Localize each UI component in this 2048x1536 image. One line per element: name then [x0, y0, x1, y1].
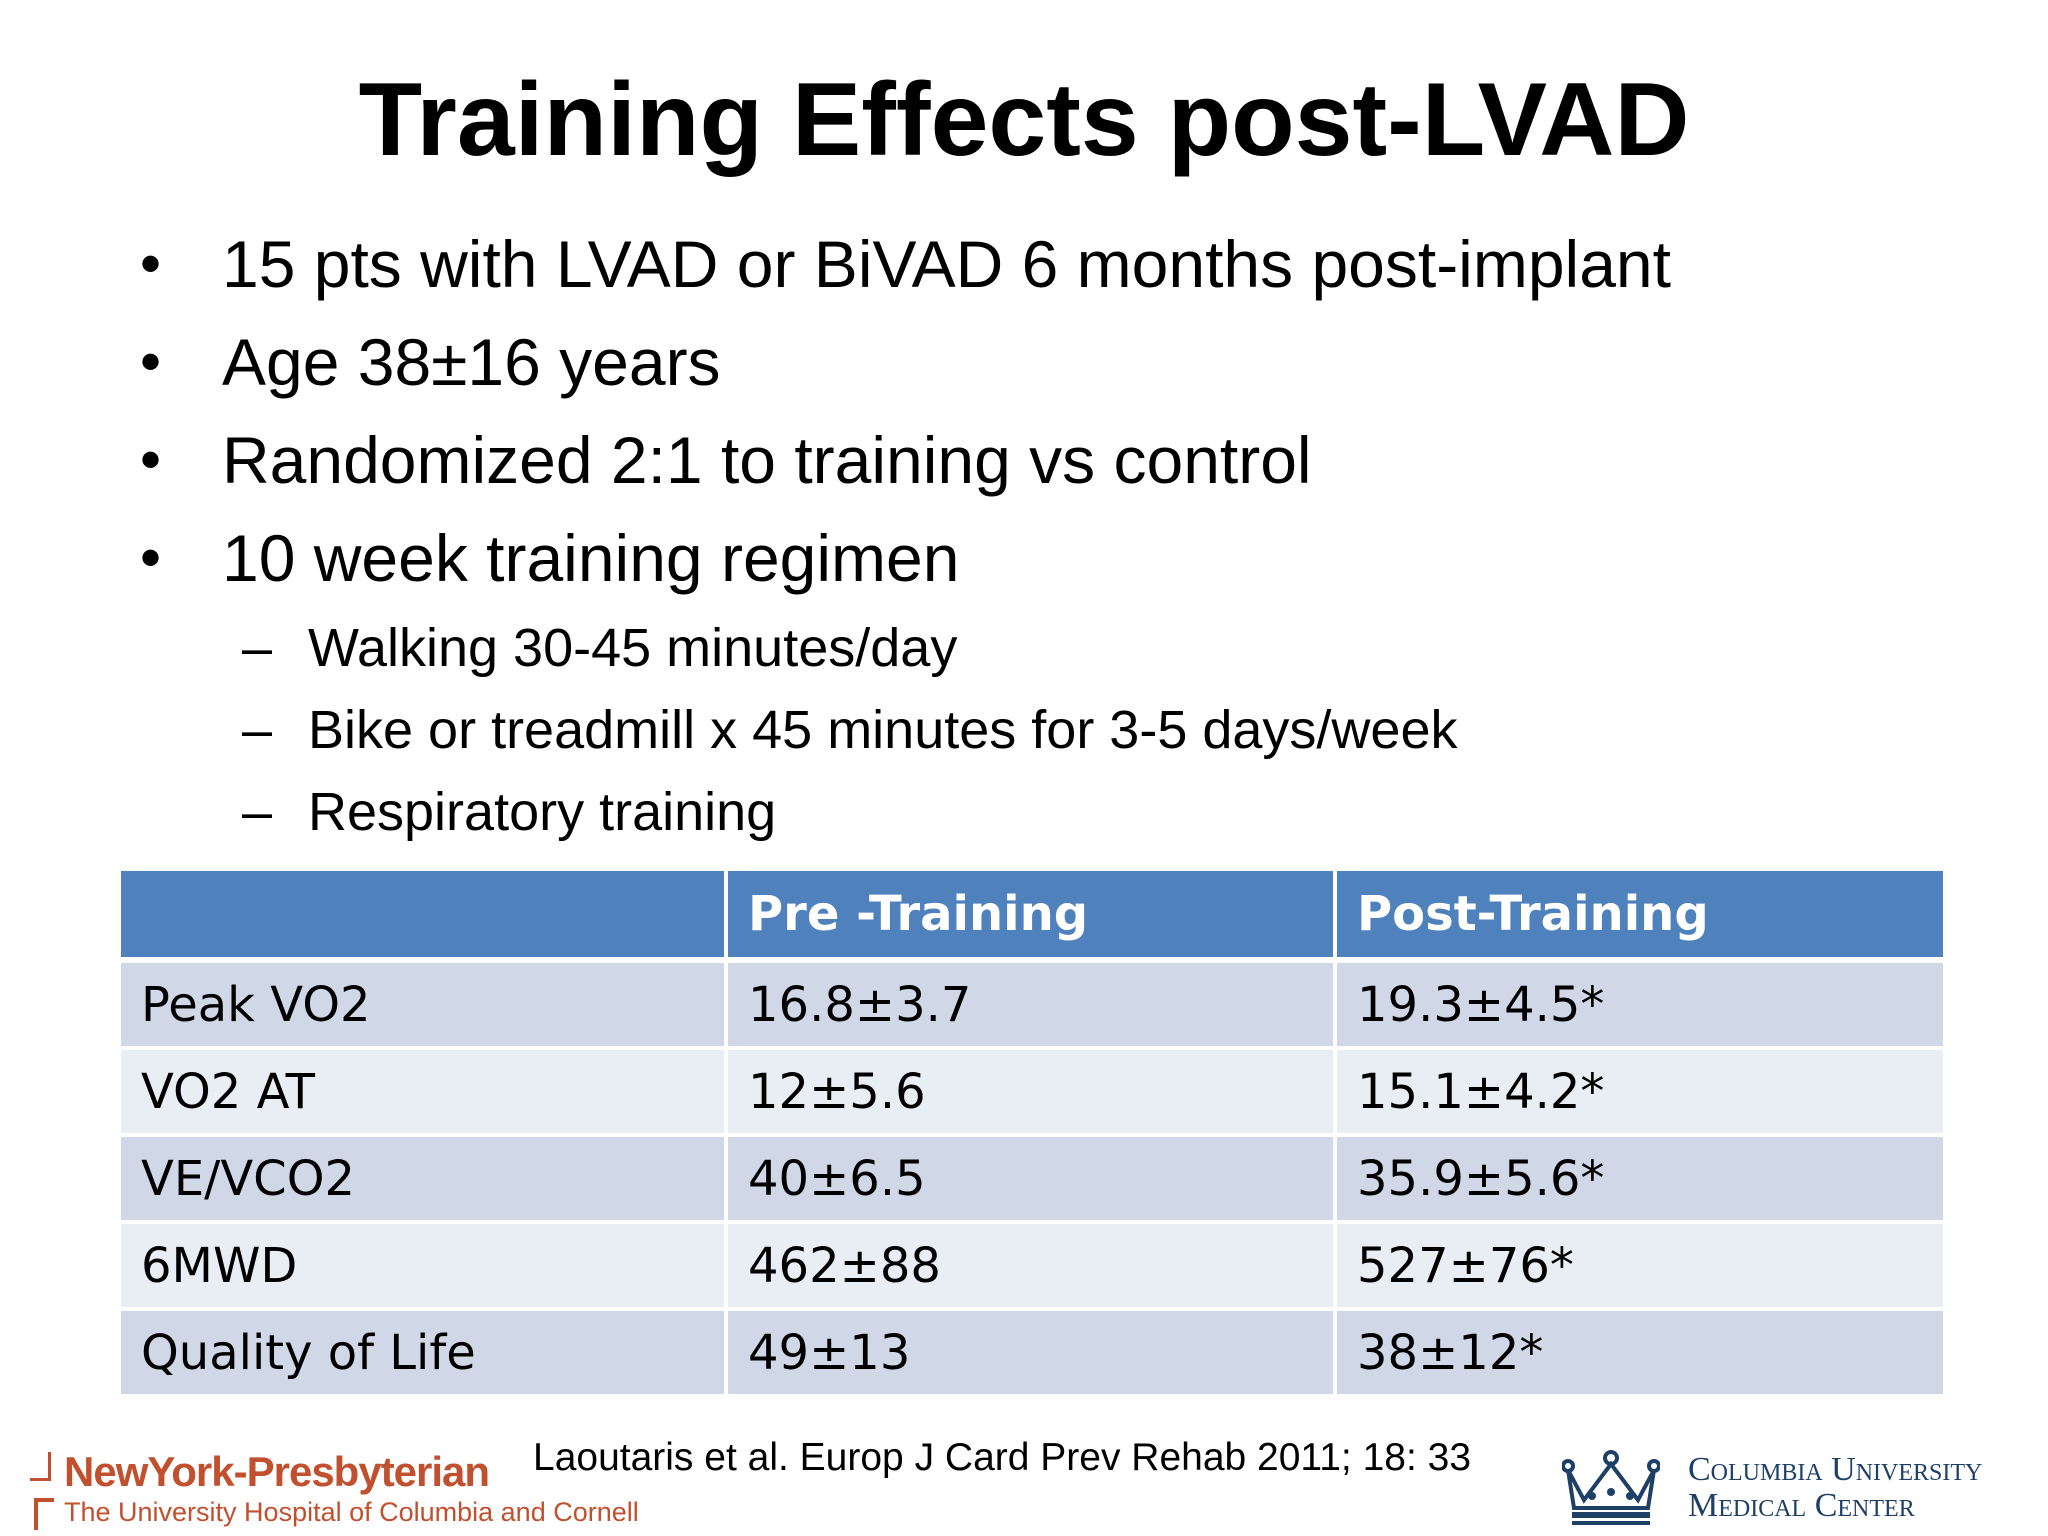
- table-row: Peak VO2 16.8±3.7 19.3±4.5*: [121, 960, 1943, 1048]
- cumc-line1: Columbia University: [1688, 1452, 1982, 1488]
- bullet-item: • 10 week training regimen: [140, 509, 1990, 607]
- bullet-text: Randomized 2:1 to training vs control: [222, 423, 1312, 497]
- cumc-logo: Columbia University Medical Center: [1562, 1448, 2042, 1528]
- bullet-text: 10 week training regimen: [222, 521, 959, 595]
- post-value: 19.3±4.5*: [1335, 960, 1943, 1048]
- slide-title: Training Effects post-LVAD: [0, 55, 2048, 185]
- sub-bullet-item: – Walking 30-45 minutes/day: [140, 607, 1990, 689]
- bullet-item: • 15 pts with LVAD or BiVAD 6 months pos…: [140, 215, 1990, 313]
- header-cell-measure: [121, 871, 726, 960]
- pre-value: 12±5.6: [726, 1048, 1335, 1135]
- row-label: VE/VCO2: [121, 1135, 726, 1222]
- table-row: VO2 AT 12±5.6 15.1±4.2*: [121, 1048, 1943, 1135]
- sub-bullet-item: – Respiratory training: [140, 771, 1990, 853]
- pre-value: 40±6.5: [726, 1135, 1335, 1222]
- bullet-item: • Randomized 2:1 to training vs control: [140, 411, 1990, 509]
- table-row: Quality of Life 49±13 38±12*: [121, 1309, 1943, 1396]
- table-row: VE/VCO2 40±6.5 35.9±5.6*: [121, 1135, 1943, 1222]
- row-label: Peak VO2: [121, 960, 726, 1048]
- bullet-text: Age 38±16 years: [222, 325, 721, 399]
- row-label: 6MWD: [121, 1222, 726, 1309]
- post-value: 38±12*: [1335, 1309, 1943, 1396]
- pre-value: 49±13: [726, 1309, 1335, 1396]
- sub-bullet-dash: –: [242, 771, 272, 853]
- cumc-line2: Medical Center: [1688, 1488, 1982, 1524]
- pre-value: 462±88: [726, 1222, 1335, 1309]
- row-label: Quality of Life: [121, 1309, 726, 1396]
- nyp-bracket-mark: [30, 1452, 51, 1481]
- sub-bullet-dash: –: [242, 607, 272, 689]
- cumc-name: Columbia University Medical Center: [1688, 1452, 1982, 1524]
- sub-bullet-text: Walking 30-45 minutes/day: [308, 618, 957, 678]
- bullet-dot: •: [140, 215, 161, 313]
- bullet-dot: •: [140, 509, 161, 607]
- sub-bullet-text: Respiratory training: [308, 782, 776, 842]
- bullet-list: • 15 pts with LVAD or BiVAD 6 months pos…: [140, 215, 1990, 853]
- nyp-name: NewYork-Presbyterian: [64, 1448, 489, 1496]
- sub-bullet-dash: –: [242, 689, 272, 771]
- table-row: 6MWD 462±88 527±76*: [121, 1222, 1943, 1309]
- nyp-subtitle: The University Hospital of Columbia and …: [64, 1496, 639, 1528]
- header-cell-post-training: Post-Training: [1335, 871, 1943, 960]
- crown-icon: [1562, 1448, 1660, 1528]
- bullet-dot: •: [140, 313, 161, 411]
- row-label: VO2 AT: [121, 1048, 726, 1135]
- table-header-row: Pre -Training Post-Training: [121, 871, 1943, 960]
- pre-value: 16.8±3.7: [726, 960, 1335, 1048]
- results-table: Pre -Training Post-Training Peak VO2 16.…: [121, 871, 1943, 1398]
- sub-bullet-item: – Bike or treadmill x 45 minutes for 3-5…: [140, 689, 1990, 771]
- bullet-item: • Age 38±16 years: [140, 313, 1990, 411]
- nyp-logo: NewYork-Presbyterian The University Hosp…: [30, 1448, 670, 1528]
- sub-bullet-text: Bike or treadmill x 45 minutes for 3-5 d…: [308, 700, 1457, 760]
- bullet-text: 15 pts with LVAD or BiVAD 6 months post-…: [222, 227, 1671, 301]
- bullet-dot: •: [140, 411, 161, 509]
- post-value: 15.1±4.2*: [1335, 1048, 1943, 1135]
- post-value: 35.9±5.6*: [1335, 1135, 1943, 1222]
- citation: Laoutaris et al. Europ J Card Prev Rehab…: [533, 1434, 1471, 1482]
- nyp-bracket-mark: [34, 1498, 54, 1530]
- post-value: 527±76*: [1335, 1222, 1943, 1309]
- header-cell-pre-training: Pre -Training: [726, 871, 1335, 960]
